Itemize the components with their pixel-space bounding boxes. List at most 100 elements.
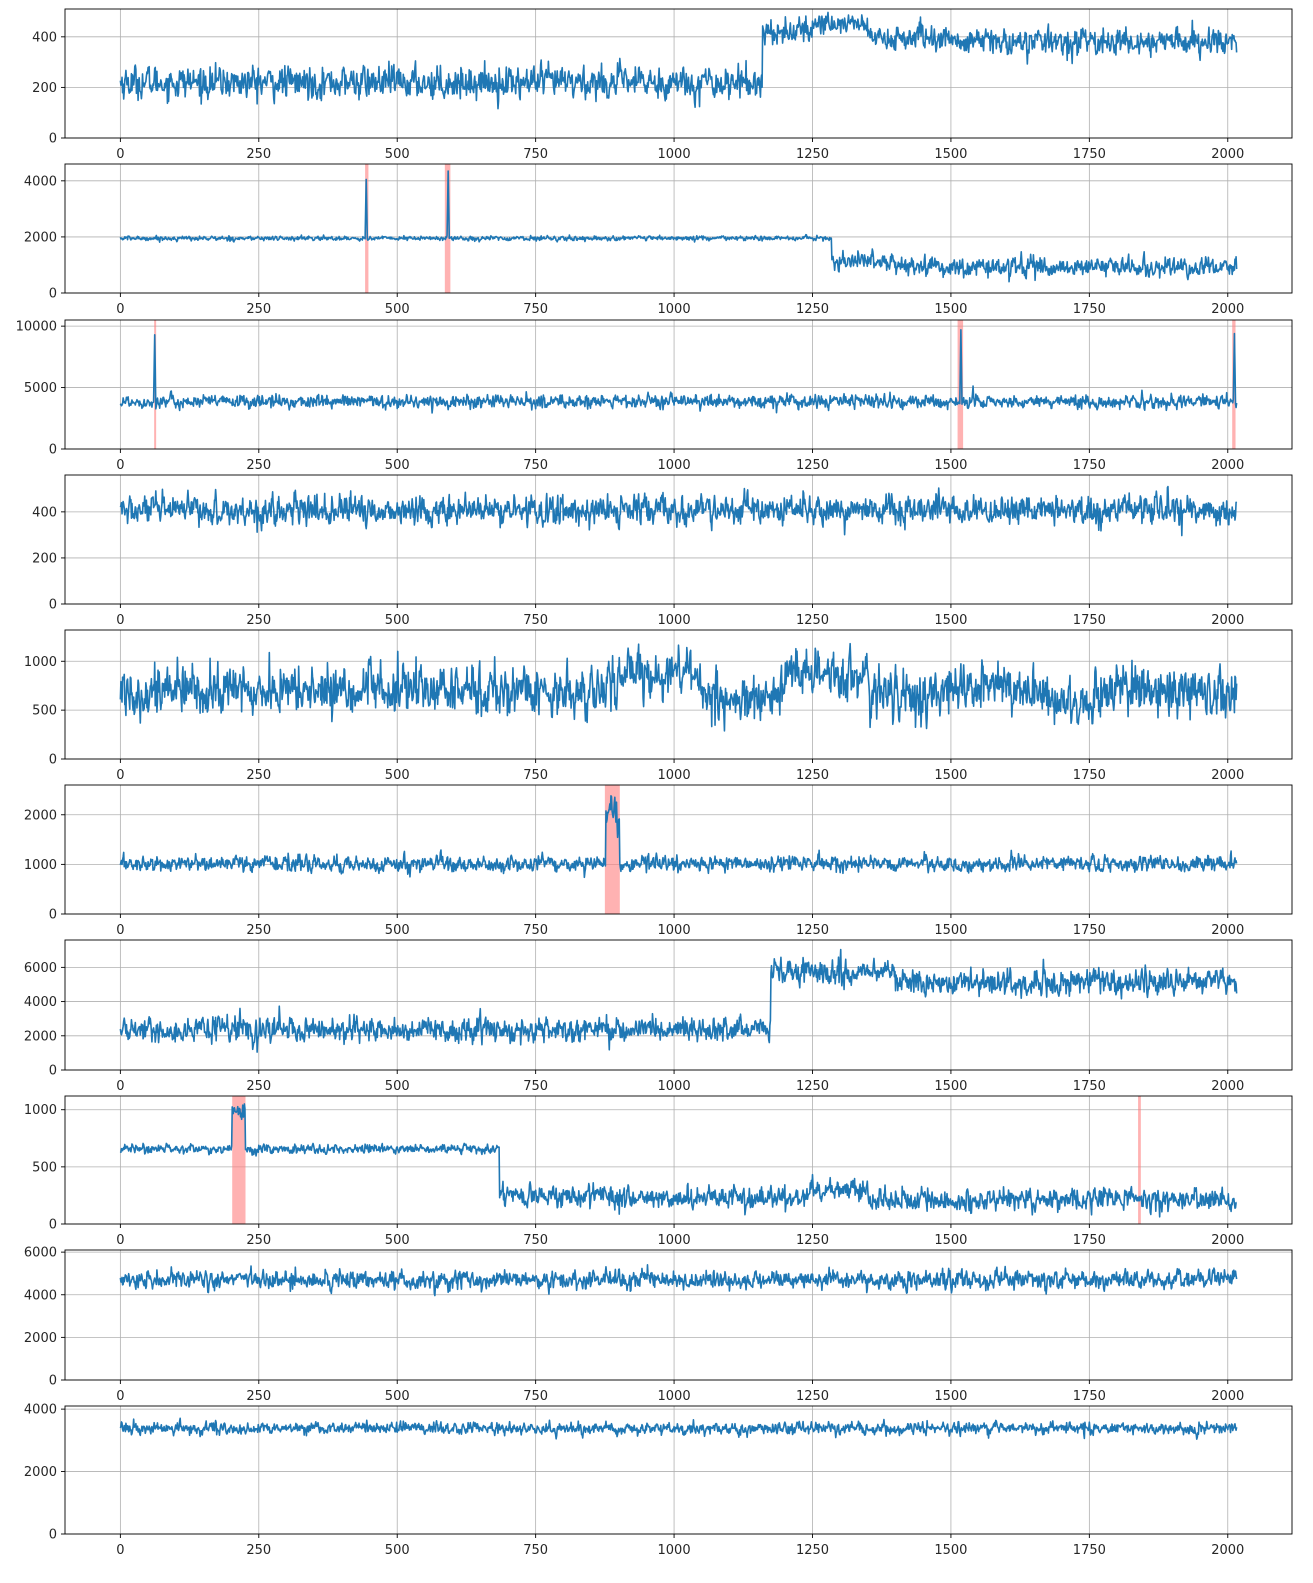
x-tick-label: 0 bbox=[116, 768, 124, 783]
axes-frame bbox=[64, 1405, 1293, 1535]
x-tick-label: 2000 bbox=[1211, 302, 1244, 317]
x-tick-label: 1250 bbox=[796, 458, 829, 473]
x-tick-label: 0 bbox=[116, 147, 124, 162]
x-tick-label: 250 bbox=[246, 613, 271, 628]
x-tick-label: 2000 bbox=[1211, 147, 1244, 162]
x-tick-label: 500 bbox=[385, 613, 410, 628]
series-line bbox=[119, 1264, 1238, 1297]
x-tick-label: 250 bbox=[246, 923, 271, 938]
axes-frame bbox=[64, 939, 1293, 1071]
subplot-10: 0 250 500 750 1000 1250 1500 1750 2000 0 2000 4000 bbox=[24, 1403, 1293, 1558]
series-line bbox=[119, 1417, 1238, 1440]
x-tick-label: 2000 bbox=[1211, 613, 1244, 628]
y-tick-label: 4000 bbox=[24, 174, 57, 189]
y-tick-label: 0 bbox=[49, 753, 57, 768]
x-tick-label: 1500 bbox=[934, 458, 967, 473]
y-tick-label: 10000 bbox=[16, 320, 57, 335]
x-tick-label: 250 bbox=[246, 1233, 271, 1248]
y-tick-label: 400 bbox=[32, 505, 57, 520]
x-tick-label: 1250 bbox=[796, 1389, 829, 1404]
x-tick-label: 0 bbox=[116, 613, 124, 628]
series-line bbox=[119, 485, 1238, 537]
x-tick-label: 1500 bbox=[934, 1079, 967, 1094]
series-line bbox=[119, 11, 1238, 110]
x-tick-label: 750 bbox=[523, 147, 548, 162]
x-tick-label: 0 bbox=[116, 458, 124, 473]
x-tick-label: 250 bbox=[246, 1543, 271, 1558]
x-tick-label: 1500 bbox=[934, 768, 967, 783]
series-line bbox=[119, 1103, 1237, 1218]
y-tick-label: 0 bbox=[49, 908, 57, 923]
x-tick-label: 2000 bbox=[1211, 1079, 1244, 1094]
axes-frame bbox=[64, 474, 1293, 605]
y-tick-label: 4000 bbox=[24, 1403, 57, 1418]
subplot-7: 0 250 500 750 1000 1250 1500 1750 2000 0 2000 4000 6… bbox=[24, 939, 1293, 1094]
y-tick-label: 200 bbox=[32, 81, 57, 96]
x-tick-label: 1250 bbox=[796, 147, 829, 162]
x-tick-label: 0 bbox=[116, 1389, 124, 1404]
y-tick-label: 0 bbox=[49, 1064, 57, 1079]
x-tick-label: 1750 bbox=[1073, 1233, 1106, 1248]
x-tick-label: 1000 bbox=[658, 1233, 691, 1248]
x-tick-label: 1750 bbox=[1073, 1079, 1106, 1094]
subplot-3: 0 250 500 750 1000 1250 1500 1750 2000 0 5000 10000 bbox=[16, 319, 1293, 473]
y-tick-label: 2000 bbox=[24, 230, 57, 245]
x-tick-label: 1250 bbox=[796, 302, 829, 317]
axes-frame bbox=[64, 163, 1293, 294]
x-tick-label: 1000 bbox=[658, 458, 691, 473]
x-tick-label: 1250 bbox=[796, 768, 829, 783]
x-tick-label: 0 bbox=[116, 1079, 124, 1094]
x-tick-label: 250 bbox=[246, 1079, 271, 1094]
x-tick-label: 1000 bbox=[658, 1079, 691, 1094]
x-tick-label: 250 bbox=[246, 147, 271, 162]
x-tick-label: 1000 bbox=[658, 613, 691, 628]
x-tick-label: 1250 bbox=[796, 613, 829, 628]
subplot-8: 0 250 500 750 1000 1250 1500 1750 2000 0 500 1000 bbox=[24, 1095, 1293, 1248]
y-tick-label: 0 bbox=[49, 1218, 57, 1233]
x-tick-label: 1000 bbox=[658, 768, 691, 783]
y-tick-label: 500 bbox=[32, 704, 57, 719]
series-line bbox=[119, 642, 1238, 732]
x-tick-label: 750 bbox=[523, 768, 548, 783]
series-line bbox=[119, 795, 1238, 879]
subplot-4: 0 250 500 750 1000 1250 1500 1750 2000 0 200 400 bbox=[32, 474, 1293, 628]
x-tick-label: 1000 bbox=[658, 1543, 691, 1558]
y-tick-label: 2000 bbox=[24, 1331, 57, 1346]
x-tick-label: 1500 bbox=[934, 923, 967, 938]
x-tick-label: 500 bbox=[385, 458, 410, 473]
x-tick-label: 1500 bbox=[934, 147, 967, 162]
x-tick-label: 1000 bbox=[658, 1389, 691, 1404]
x-tick-label: 1500 bbox=[934, 1389, 967, 1404]
x-tick-label: 1000 bbox=[658, 147, 691, 162]
axes-frame bbox=[64, 629, 1293, 760]
y-tick-label: 0 bbox=[49, 443, 57, 458]
x-tick-label: 750 bbox=[523, 302, 548, 317]
x-tick-label: 750 bbox=[523, 1389, 548, 1404]
y-tick-label: 1000 bbox=[24, 655, 57, 670]
x-tick-label: 1500 bbox=[934, 1233, 967, 1248]
y-tick-label: 0 bbox=[49, 287, 57, 302]
x-tick-label: 500 bbox=[385, 768, 410, 783]
x-tick-label: 500 bbox=[385, 302, 410, 317]
axes-frame bbox=[64, 8, 1293, 139]
subplot-1: 0 250 500 750 1000 1250 1500 1750 2000 0 200 400 bbox=[32, 8, 1293, 162]
y-tick-label: 400 bbox=[32, 30, 57, 45]
x-tick-label: 250 bbox=[246, 1389, 271, 1404]
x-tick-label: 1250 bbox=[796, 1079, 829, 1094]
subplot-6: 0 250 500 750 1000 1250 1500 1750 2000 0 1000 2000 bbox=[24, 784, 1293, 938]
y-tick-label: 2000 bbox=[24, 1465, 57, 1480]
x-tick-label: 2000 bbox=[1211, 458, 1244, 473]
y-tick-label: 6000 bbox=[24, 961, 57, 976]
x-tick-label: 750 bbox=[523, 1079, 548, 1094]
x-tick-label: 0 bbox=[116, 1543, 124, 1558]
axes-frame bbox=[64, 319, 1293, 450]
anomaly-span bbox=[1138, 1096, 1141, 1224]
y-tick-label: 2000 bbox=[24, 808, 57, 823]
series-line bbox=[119, 170, 1238, 283]
x-tick-label: 1250 bbox=[796, 1233, 829, 1248]
x-tick-label: 1000 bbox=[658, 302, 691, 317]
x-tick-label: 500 bbox=[385, 923, 410, 938]
y-tick-label: 5000 bbox=[24, 381, 57, 396]
x-tick-label: 1250 bbox=[796, 923, 829, 938]
